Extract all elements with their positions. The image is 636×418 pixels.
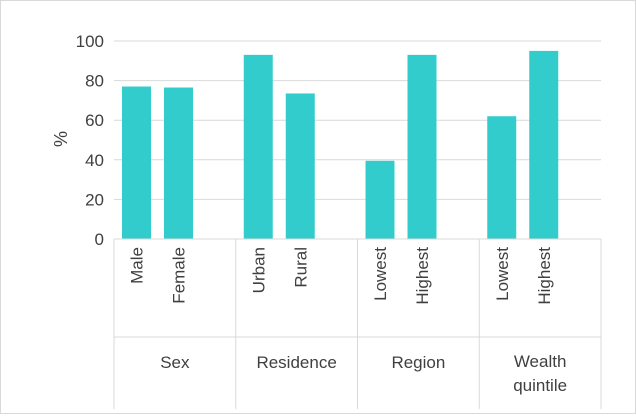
bar-1-0	[243, 54, 273, 239]
x-category-label: Urban	[249, 247, 268, 293]
bar-1-1	[285, 93, 315, 239]
y-tick-label: 20	[85, 190, 104, 209]
y-tick-label: 40	[85, 151, 104, 170]
x-group-label-line: Wealth	[514, 352, 567, 371]
bar-0-1	[164, 87, 193, 239]
x-group-label: Wealth quintile	[513, 352, 567, 395]
x-group-label: Sex	[160, 353, 190, 372]
y-tick-label: 100	[76, 32, 104, 51]
y-axis-label: %	[51, 131, 71, 147]
bar-0-0	[122, 86, 151, 239]
y-tick-label: 0	[95, 230, 104, 249]
bar-3-0	[487, 116, 517, 239]
x-category-label: Rural	[291, 247, 310, 288]
x-category-label: Female	[170, 247, 189, 304]
x-group-label-line: quintile	[513, 376, 567, 395]
y-tick-label: 80	[85, 72, 104, 91]
x-category-label: Lowest	[371, 247, 390, 301]
x-category-label: Highest	[413, 247, 432, 305]
x-group-label: Residence	[256, 353, 336, 372]
x-category-label: Male	[128, 247, 147, 284]
x-category-label: Lowest	[493, 247, 512, 301]
bar-2-1	[407, 54, 437, 239]
x-category-label: Highest	[535, 247, 554, 305]
bar-2-0	[365, 160, 395, 239]
bar-3-1	[529, 50, 559, 240]
x-group-label: Region	[391, 353, 445, 372]
y-tick-label: 60	[85, 111, 104, 130]
